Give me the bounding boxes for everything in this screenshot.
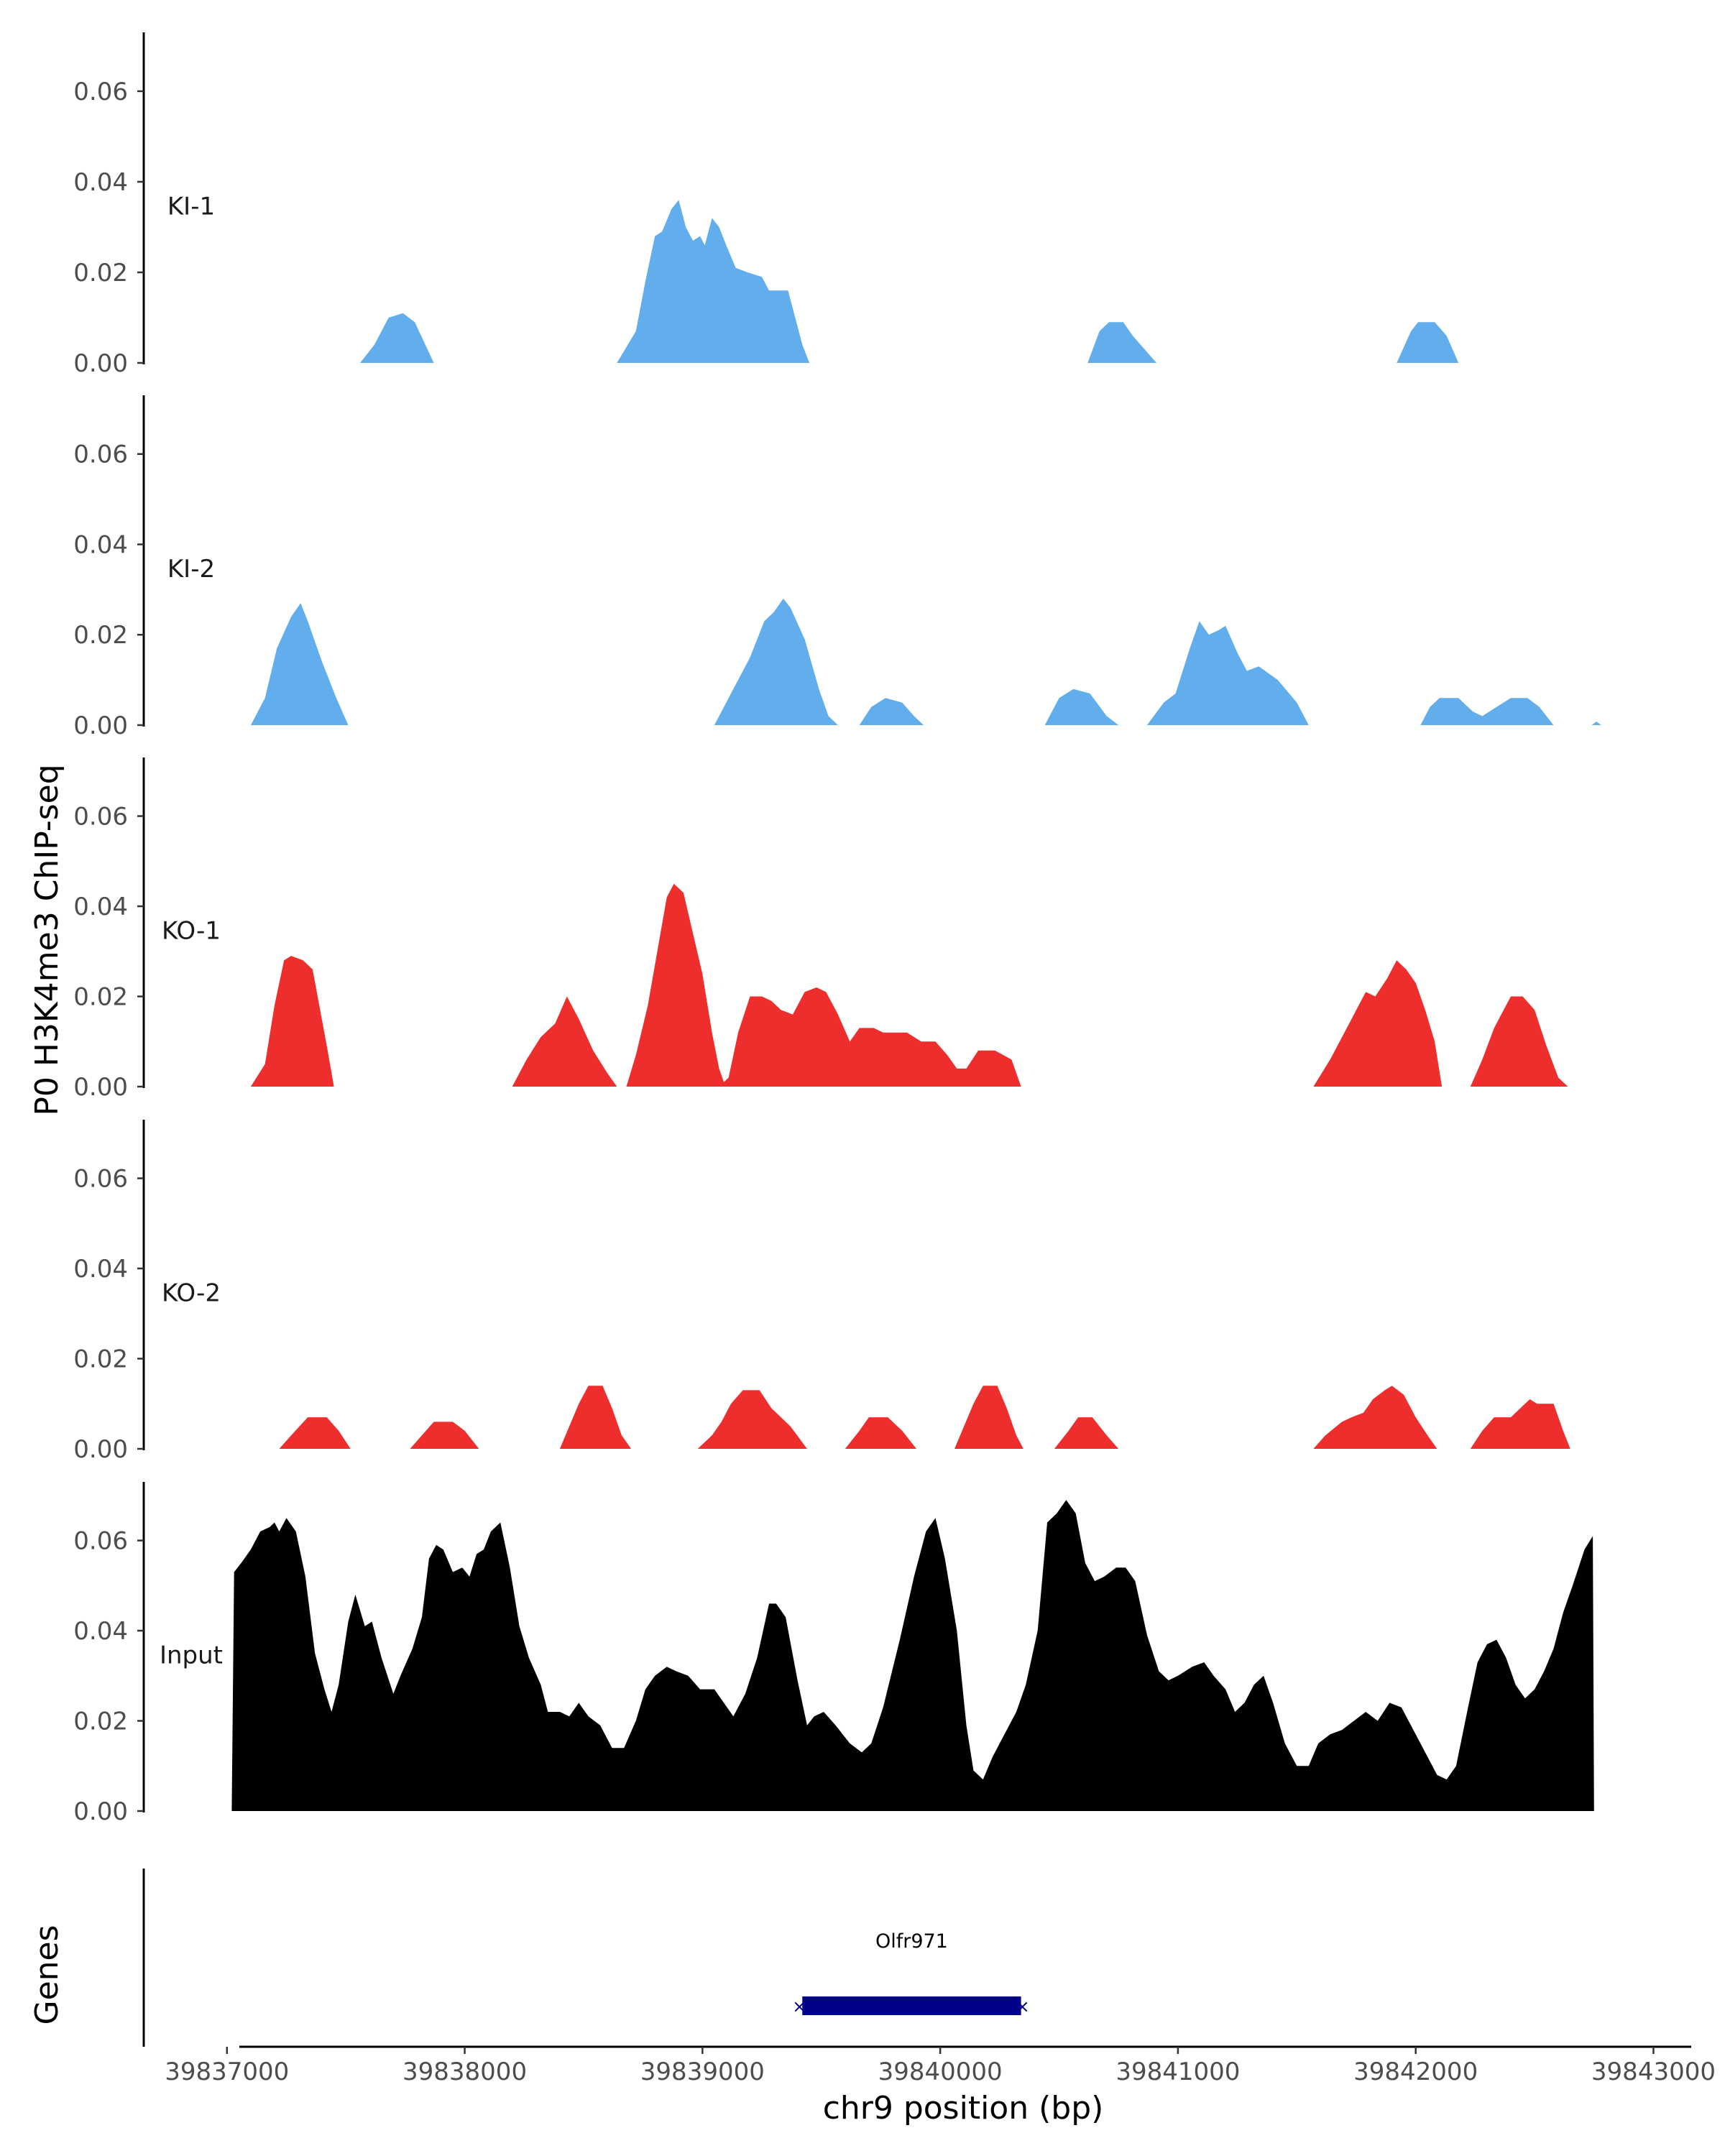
y-tick-label: 0.06 bbox=[73, 441, 128, 469]
x-axis: 39837000 39838000 39839000 39840000 39841000… bbox=[165, 2045, 1716, 2086]
signal-area-ki-2 bbox=[250, 598, 1601, 725]
gene-name-label: Olfr971 bbox=[875, 1930, 948, 1953]
x-tick-label: 39838000 bbox=[402, 2058, 527, 2086]
track-ki-2: 0.00 0.02 0.04 0.06 KI-2 bbox=[73, 395, 1601, 740]
track-label: KI-2 bbox=[167, 555, 215, 584]
signal-area-ki-1 bbox=[360, 200, 1459, 363]
tracks: 0.00 0.02 0.04 0.06 KI-1 0.00 0.02 0.04 0.06 KI-2… bbox=[73, 32, 1716, 2086]
y-axis-title: P0 H3K4me3 ChIP-seq bbox=[29, 764, 65, 1115]
y-tick-label: 0.02 bbox=[73, 983, 128, 1012]
signal-area-input bbox=[231, 1500, 1594, 1811]
track-label: KO-1 bbox=[162, 916, 221, 945]
track-label: KO-2 bbox=[162, 1279, 221, 1307]
x-tick-label: 39841000 bbox=[1116, 2058, 1240, 2086]
x-tick-label: 39843000 bbox=[1591, 2058, 1716, 2086]
track-label: Input bbox=[160, 1641, 223, 1669]
x-tick-label: 39837000 bbox=[165, 2058, 289, 2086]
signal-area-ko-1 bbox=[250, 883, 1568, 1087]
y-tick-label: 0.06 bbox=[73, 803, 128, 831]
y-tick-label: 0.04 bbox=[73, 1617, 128, 1646]
y-tick-label: 0.04 bbox=[73, 893, 128, 921]
y-tick-label: 0.00 bbox=[73, 1797, 128, 1826]
gene-strand-mark: × bbox=[792, 1996, 806, 2017]
track-ko-2: 0.00 0.02 0.04 0.06 KO-2 bbox=[73, 1120, 1570, 1464]
genes-panel: × × Olfr971 bbox=[142, 1869, 1030, 2047]
y-tick-label: 0.02 bbox=[73, 621, 128, 650]
y-tick-label: 0.04 bbox=[73, 530, 128, 559]
track-label: KI-1 bbox=[167, 192, 215, 221]
genes-axis-title: Genes bbox=[29, 1925, 65, 2024]
y-tick-label: 0.00 bbox=[73, 1435, 128, 1464]
y-tick-label: 0.00 bbox=[73, 349, 128, 378]
x-tick-label: 39842000 bbox=[1353, 2058, 1478, 2086]
y-tick-label: 0.06 bbox=[73, 1165, 128, 1194]
x-axis-title: chr9 position (bp) bbox=[823, 2090, 1104, 2127]
track-ko-1: 0.00 0.02 0.04 0.06 KO-1 bbox=[73, 757, 1568, 1102]
x-tick-label: 39839000 bbox=[640, 2058, 765, 2086]
y-tick-label: 0.02 bbox=[73, 1708, 128, 1736]
gene-strand-mark: × bbox=[1016, 1996, 1030, 2017]
x-tick-label: 39840000 bbox=[878, 2058, 1003, 2086]
y-tick-label: 0.06 bbox=[73, 1527, 128, 1556]
y-tick-label: 0.02 bbox=[73, 1345, 128, 1374]
track-ki-1: 0.00 0.02 0.04 0.06 KI-1 bbox=[73, 32, 1459, 378]
y-tick-label: 0.00 bbox=[73, 1073, 128, 1102]
signal-area-ko-2 bbox=[279, 1386, 1570, 1449]
y-tick-label: 0.06 bbox=[73, 78, 128, 106]
y-tick-label: 0.04 bbox=[73, 168, 128, 197]
gene-body bbox=[802, 1996, 1021, 2015]
y-tick-label: 0.04 bbox=[73, 1255, 128, 1284]
y-tick-label: 0.00 bbox=[73, 711, 128, 740]
track-input: 0.00 0.02 0.04 0.06 Input bbox=[73, 1482, 1594, 1826]
y-tick-label: 0.02 bbox=[73, 259, 128, 287]
